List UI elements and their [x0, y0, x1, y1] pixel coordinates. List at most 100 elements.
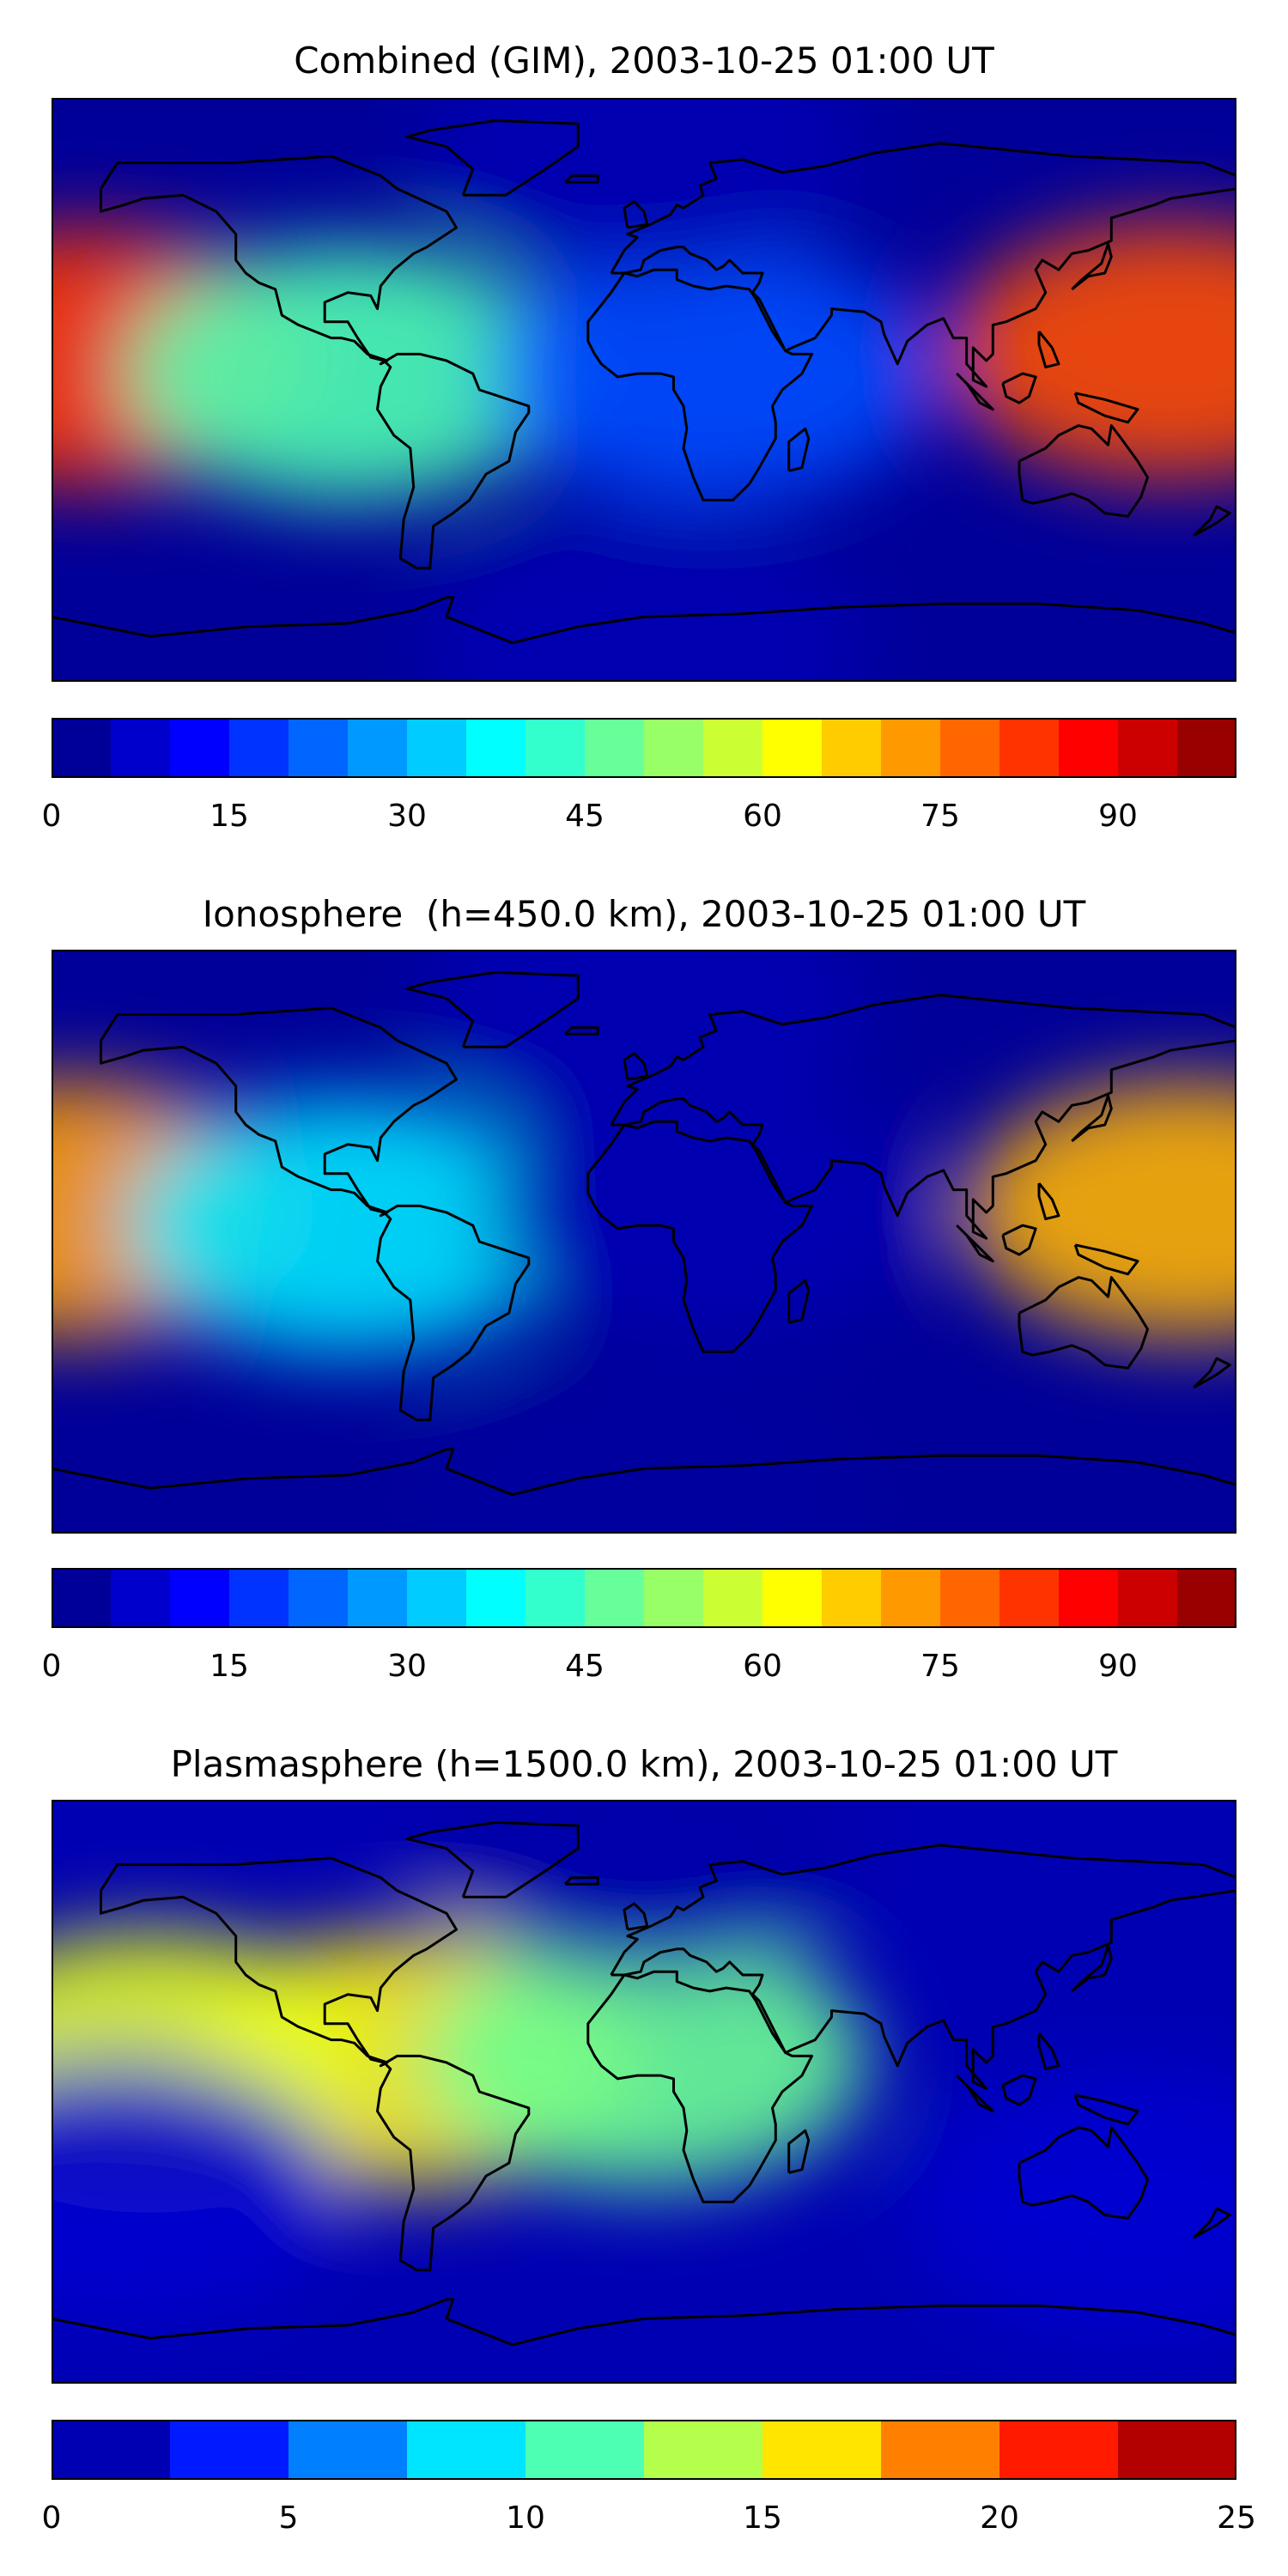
contour-map: [52, 950, 1236, 1534]
colorbar-tick-label: 60: [743, 799, 782, 834]
coastline: [100, 1856, 531, 2272]
field-blob: [486, 1080, 933, 1339]
colorbar-segment: [1059, 718, 1119, 778]
coastline: [586, 1970, 813, 2203]
colorbar-tick-label: 25: [1217, 2500, 1256, 2536]
chart-title: Plasmasphere (h=1500.0 km), 2003-10-25 0…: [170, 1743, 1118, 1785]
colorbar-segment: [170, 718, 230, 778]
colorbar-segment: [229, 718, 289, 778]
colorbar-segment: [229, 1568, 289, 1628]
colorbar-tick-label: 30: [387, 1649, 427, 1684]
field-blob: [914, 2076, 1236, 2335]
colorbar-segment: [762, 718, 823, 778]
coastline: [563, 174, 599, 184]
coastline: [563, 1026, 599, 1036]
coastline: [1001, 2074, 1037, 2106]
colorbar-segment: [1118, 2420, 1236, 2480]
colorbar-segment: [52, 1568, 112, 1628]
coastline: [956, 373, 994, 411]
colorbar-segment: [289, 2420, 408, 2480]
coastline: [956, 1224, 994, 1263]
colorbar-segment: [644, 718, 704, 778]
field-blob: [421, 520, 867, 682]
colorbar-segment: [407, 718, 467, 778]
coastlines: [52, 118, 1236, 645]
contour-map: [52, 98, 1236, 682]
colorbar-tick-label: 90: [1098, 1649, 1138, 1684]
colorbar-tick-label: 45: [565, 1649, 605, 1684]
colorbar-tick-label: 15: [210, 799, 249, 834]
coastline: [787, 427, 811, 472]
colorbar-tick-label: 0: [41, 799, 62, 834]
field-features: [52, 950, 1236, 1534]
field-blob: [52, 2060, 341, 2318]
colorbar-segment: [111, 718, 171, 778]
chart-title: Combined (GIM), 2003-10-25 01:00 UT: [294, 39, 994, 82]
colorbar-frame: [52, 718, 1236, 778]
colorbar-tick-label: 45: [565, 799, 605, 834]
colorbar-tick-label: 15: [743, 2500, 782, 2536]
colorbar-tick-label: 10: [506, 2500, 545, 2536]
colorbar-segment: [1118, 718, 1178, 778]
colorbar-segment: [526, 1568, 586, 1628]
coastline: [1071, 242, 1113, 291]
colorbar-segment: [1177, 1568, 1236, 1628]
coastline: [100, 1006, 531, 1422]
colorbar-segment: [881, 1568, 941, 1628]
colorbar-segment: [348, 718, 408, 778]
colorbar-segment: [1059, 1568, 1119, 1628]
coastline: [623, 1052, 649, 1081]
colorbar-tick-label: 60: [743, 1649, 782, 1684]
colorbar-segment: [999, 2420, 1119, 2480]
field-blob: [421, 98, 867, 276]
field-blob: [125, 1097, 571, 1355]
colorbar-segment: [170, 1568, 230, 1628]
coastline: [1073, 1243, 1139, 1276]
coastline: [52, 1448, 1236, 1497]
field-features: [52, 98, 1236, 682]
colorbar-tick-label: 0: [41, 1649, 62, 1684]
colorbar-segment: [940, 718, 1000, 778]
map-frame: [52, 950, 1236, 1534]
colorbar-segment: [526, 718, 586, 778]
colorbar-tick-label: 75: [920, 1649, 960, 1684]
coastline: [52, 596, 1236, 645]
colorbar-segment: [585, 1568, 645, 1628]
colorbar-segment: [52, 718, 112, 778]
colorbar-frame: [52, 2420, 1236, 2480]
colorbar-segment: [822, 1568, 882, 1628]
coastline: [52, 2298, 1236, 2347]
field-blob: [947, 222, 1236, 480]
field-blob: [421, 1800, 867, 1978]
colorbar-segment: [1177, 718, 1236, 778]
colorbar-tick-label: 30: [387, 799, 427, 834]
colorbar: [52, 2420, 1236, 2480]
coastline: [586, 1120, 813, 1353]
colorbar-segment: [703, 1568, 763, 1628]
colorbar-segment: [999, 1568, 1060, 1628]
coastline: [787, 2129, 811, 2174]
coastline: [1018, 1276, 1149, 1370]
coastline: [1073, 392, 1139, 424]
colorbar-ticks: 0 15 30 45 60 75 90: [42, 1649, 1236, 1692]
colorbar-segment: [644, 2420, 763, 2480]
colorbar-segment: [170, 2420, 289, 2480]
coastline: [610, 142, 1236, 388]
coastline: [623, 1902, 649, 1931]
coastline: [787, 1279, 811, 1324]
colorbar-tick-label: 5: [278, 2500, 299, 2536]
coastline: [1037, 1182, 1060, 1221]
coastline: [610, 1844, 1236, 2090]
field-blob: [963, 1080, 1236, 1339]
coastline: [1071, 1094, 1113, 1143]
coastline: [1193, 1357, 1231, 1389]
chart-title: Ionosphere (h=450.0 km), 2003-10-25 01:0…: [202, 893, 1086, 935]
coastline: [623, 200, 649, 229]
colorbar-segment: [111, 1568, 171, 1628]
coastline: [1037, 331, 1060, 369]
map-frame: [52, 1800, 1236, 2384]
colorbar-segment: [585, 718, 645, 778]
colorbar-segment: [1118, 1568, 1178, 1628]
coastline: [1018, 424, 1149, 518]
field-features: [52, 1800, 1236, 2335]
